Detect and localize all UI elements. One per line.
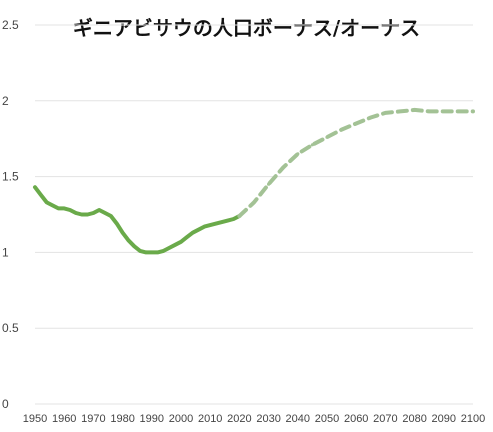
x-axis-ticks: 1950 1960 1970 1980 1990 2000 2010 2020 2030 2040… xyxy=(23,413,485,425)
data-point xyxy=(226,219,230,223)
data-point xyxy=(86,212,90,217)
data-point xyxy=(398,109,402,113)
y-tick-label: 0.5 xyxy=(2,321,19,335)
data-point xyxy=(103,211,107,215)
data-point xyxy=(442,109,446,113)
data-point xyxy=(132,244,136,248)
x-tick-label: 1960 xyxy=(52,413,76,425)
data-point xyxy=(196,228,201,232)
data-point xyxy=(232,217,236,221)
data-point xyxy=(121,231,125,235)
data-point xyxy=(39,193,43,197)
x-tick-label: 2030 xyxy=(256,413,280,425)
gridlines xyxy=(35,24,473,405)
data-point xyxy=(56,206,61,210)
data-point xyxy=(173,243,177,247)
y-tick-label: 2 xyxy=(2,94,9,108)
data-point xyxy=(237,214,241,218)
y-tick-label: 0 xyxy=(2,397,9,411)
data-point xyxy=(144,250,148,254)
data-point xyxy=(281,165,285,170)
data-point xyxy=(252,200,256,204)
data-point xyxy=(354,121,358,126)
data-point xyxy=(156,250,160,254)
data-point xyxy=(150,250,154,254)
chart-title: ギニアビサウの人口ボーナス/オーナス xyxy=(72,16,421,40)
data-point xyxy=(220,220,224,224)
x-tick-label: 1970 xyxy=(81,413,105,425)
data-point xyxy=(214,222,218,226)
data-point xyxy=(179,240,183,244)
data-point xyxy=(126,238,130,242)
x-tick-label: 2070 xyxy=(373,413,397,425)
series-line-estimate xyxy=(33,185,242,255)
data-point xyxy=(97,208,101,212)
data-point xyxy=(413,108,417,112)
data-point xyxy=(74,211,78,215)
data-point xyxy=(310,143,314,147)
x-tick-label: 2090 xyxy=(432,413,456,425)
data-point xyxy=(383,111,387,115)
x-tick-label: 2050 xyxy=(315,413,339,425)
y-tick-label: 1.5 xyxy=(2,170,19,184)
data-point xyxy=(109,214,113,218)
data-point xyxy=(325,135,329,139)
x-tick-label: 1950 xyxy=(23,413,47,425)
data-point xyxy=(471,109,475,113)
series-line-projection xyxy=(237,107,475,218)
x-tick-label: 1990 xyxy=(140,413,164,425)
x-tick-label: 2000 xyxy=(169,413,193,425)
data-point xyxy=(138,249,142,253)
data-point xyxy=(161,249,166,253)
data-point xyxy=(427,109,431,113)
data-point xyxy=(50,203,55,207)
x-tick-label: 2010 xyxy=(198,413,222,425)
x-tick-label: 2100 xyxy=(461,413,485,425)
data-point xyxy=(369,115,373,120)
y-tick-label: 1 xyxy=(2,245,9,259)
x-tick-label: 2060 xyxy=(344,413,368,425)
x-tick-label: 2080 xyxy=(402,413,426,425)
data-point xyxy=(202,225,206,229)
data-point xyxy=(456,109,460,113)
data-point xyxy=(185,235,189,239)
data-point xyxy=(33,185,37,189)
data-point xyxy=(62,206,66,210)
x-tick-label: 2020 xyxy=(227,413,251,425)
data-point xyxy=(191,231,195,235)
data-point xyxy=(45,200,49,204)
data-point xyxy=(91,211,95,215)
data-point xyxy=(80,212,84,217)
data-point xyxy=(115,222,119,226)
data-point xyxy=(296,152,300,156)
data-point xyxy=(267,182,271,186)
data-point xyxy=(208,223,212,227)
series-lines xyxy=(33,107,475,255)
data-point xyxy=(68,208,72,212)
data-point xyxy=(167,246,171,250)
y-axis-ticks: 0 0.5 1 1.5 2 2.5 xyxy=(2,18,19,411)
y-tick-label: 2.5 xyxy=(2,18,19,32)
data-point xyxy=(340,128,344,132)
x-tick-label: 2040 xyxy=(286,413,310,425)
x-tick-label: 1980 xyxy=(110,413,134,425)
